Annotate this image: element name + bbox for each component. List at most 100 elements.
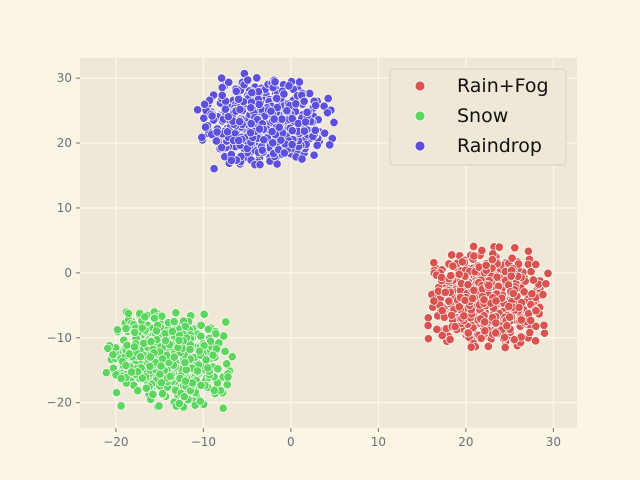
data-point — [259, 135, 269, 145]
data-point — [466, 342, 476, 352]
data-point — [505, 312, 515, 322]
data-point — [257, 145, 267, 155]
data-point — [192, 366, 202, 376]
data-point — [116, 401, 126, 411]
data-point — [543, 268, 553, 278]
data-point — [531, 336, 541, 346]
data-point — [221, 317, 231, 327]
data-point — [539, 320, 549, 330]
data-point — [209, 385, 219, 395]
legend-marker-raindrop — [414, 140, 426, 152]
data-point — [197, 132, 207, 142]
data-point — [156, 361, 166, 371]
data-point — [299, 126, 309, 136]
data-point — [502, 321, 512, 331]
data-point — [297, 154, 307, 164]
data-point — [320, 128, 330, 138]
data-point — [322, 108, 333, 118]
legend: Rain+Fog Snow Raindrop — [389, 68, 567, 166]
data-point — [500, 332, 510, 342]
data-point — [527, 289, 537, 299]
x-tick-label: 10 — [371, 435, 386, 449]
data-point — [487, 255, 497, 265]
data-point — [136, 352, 146, 362]
y-axis-ticks: −20 −10 0 10 20 30 — [47, 71, 80, 410]
data-point — [246, 119, 256, 129]
data-point — [226, 155, 236, 165]
data-point — [507, 253, 517, 263]
data-point — [108, 350, 118, 360]
data-point — [468, 293, 478, 304]
y-tick-label: 10 — [57, 201, 72, 215]
x-tick-label: −20 — [103, 435, 128, 449]
data-point — [447, 250, 457, 260]
data-point — [103, 343, 113, 353]
data-point — [539, 328, 550, 338]
data-point — [207, 111, 217, 121]
data-point — [531, 306, 541, 316]
data-point — [222, 359, 232, 369]
data-point — [199, 309, 209, 319]
data-point — [217, 142, 227, 153]
data-point — [429, 296, 439, 306]
data-point — [101, 368, 111, 378]
data-point — [224, 77, 234, 87]
data-point — [432, 324, 442, 334]
data-point — [137, 323, 147, 333]
data-point — [423, 313, 433, 323]
data-point — [423, 320, 433, 331]
data-point — [437, 272, 447, 282]
data-point — [122, 340, 132, 350]
data-point — [234, 94, 244, 104]
data-point — [220, 346, 230, 356]
data-point — [514, 302, 524, 313]
data-point — [270, 77, 280, 87]
x-tick-label: −10 — [191, 435, 216, 449]
data-point — [155, 369, 165, 379]
data-point — [112, 325, 122, 335]
data-point — [196, 380, 206, 390]
data-point — [287, 126, 297, 136]
data-point — [504, 301, 514, 312]
data-point — [227, 352, 237, 362]
data-point — [450, 322, 460, 332]
data-point — [457, 257, 467, 267]
data-point — [246, 103, 256, 113]
data-point — [500, 342, 510, 353]
data-point — [301, 117, 311, 127]
data-point — [212, 127, 222, 137]
data-point — [247, 88, 257, 98]
data-point — [293, 118, 303, 129]
data-point — [284, 81, 294, 91]
data-point — [246, 128, 256, 138]
x-axis-ticks: −20 −10 0 10 20 30 — [103, 428, 561, 449]
data-point — [469, 285, 479, 295]
data-point — [169, 317, 179, 327]
data-point — [492, 272, 502, 282]
data-point — [169, 352, 179, 362]
data-point — [222, 127, 233, 137]
data-point — [279, 89, 289, 99]
data-point — [223, 372, 233, 382]
data-point — [181, 365, 191, 375]
data-point — [266, 106, 276, 116]
legend-label-rain-fog: Rain+Fog — [457, 75, 549, 97]
data-point — [276, 135, 286, 145]
data-point — [506, 271, 516, 281]
data-point — [255, 124, 265, 134]
legend-label-raindrop: Raindrop — [457, 135, 542, 157]
legend-entry-snow: Snow — [414, 105, 508, 127]
data-point — [211, 136, 221, 146]
data-point — [463, 280, 473, 290]
data-point — [179, 392, 189, 402]
data-point — [272, 93, 282, 103]
legend-box — [389, 68, 567, 166]
data-point — [174, 398, 184, 409]
data-point — [195, 396, 205, 406]
data-point — [235, 117, 245, 127]
legend-label-snow: Snow — [457, 105, 508, 127]
data-point — [217, 73, 227, 83]
data-point — [196, 320, 206, 330]
data-point — [255, 160, 265, 170]
y-tick-label: 30 — [57, 71, 72, 85]
